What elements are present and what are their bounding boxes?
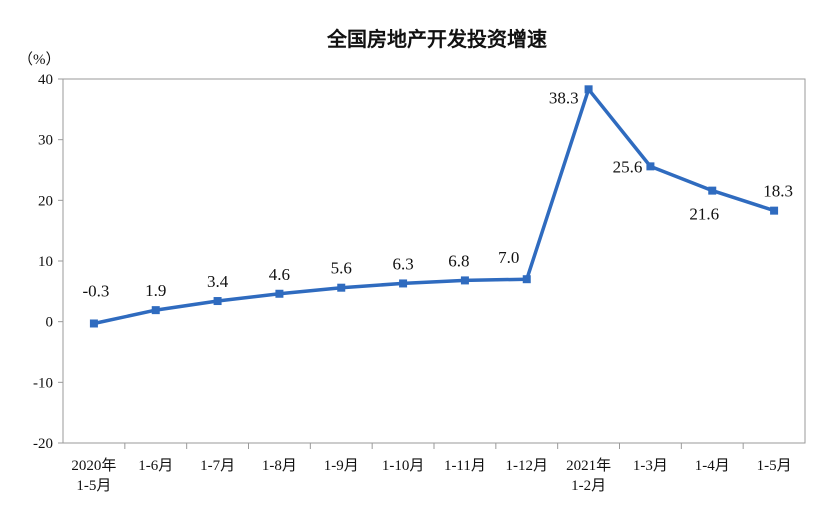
x-tick-label: 1-9月 xyxy=(324,458,359,474)
data-label: 38.3 xyxy=(549,88,579,107)
x-tick-label: 1-7月 xyxy=(200,458,235,474)
data-point-marker xyxy=(646,162,655,171)
data-label: 5.6 xyxy=(331,259,352,278)
data-point-marker xyxy=(770,206,779,215)
x-tick-label: 1-4月 xyxy=(695,458,730,474)
data-label: 6.3 xyxy=(392,254,413,273)
x-tick-label: 1-10月 xyxy=(382,458,425,474)
chart-title: 全国房地产开发投资增速 xyxy=(326,27,547,51)
y-tick-label: 40 xyxy=(38,72,53,88)
data-label: 6.8 xyxy=(448,251,469,270)
y-tick-label: 30 xyxy=(38,133,53,149)
data-point-marker xyxy=(708,186,717,195)
series-line xyxy=(92,87,776,326)
data-label: 18.3 xyxy=(763,182,793,201)
y-axis-unit-label: （%） xyxy=(18,51,61,68)
x-tick-label: 1-11月 xyxy=(444,458,486,474)
y-tick-label: 0 xyxy=(46,315,54,331)
x-tick-label: 1-12月 xyxy=(506,458,549,474)
x-tick-label: 1-5月 xyxy=(757,458,792,474)
data-point-marker xyxy=(151,306,160,315)
data-point-marker xyxy=(399,279,408,288)
data-point-marker xyxy=(522,275,531,284)
data-label: 3.4 xyxy=(207,272,229,291)
x-tick-label: 1-8月 xyxy=(262,458,297,474)
data-label: 25.6 xyxy=(613,157,643,176)
plot-frame xyxy=(62,78,806,444)
data-label: 4.6 xyxy=(269,265,290,284)
data-label: -0.3 xyxy=(82,281,109,300)
data-point-marker xyxy=(275,289,284,298)
x-tick-label: 1-3月 xyxy=(633,458,668,474)
y-tick-label: 10 xyxy=(38,254,53,270)
data-point-marker xyxy=(337,283,346,292)
data-label: 1.9 xyxy=(145,281,166,300)
data-label: 7.0 xyxy=(498,248,519,267)
y-tick-label: -20 xyxy=(33,436,53,452)
data-point-marker xyxy=(213,297,222,306)
data-label: 21.6 xyxy=(689,205,719,224)
y-tick-label: 20 xyxy=(38,193,53,209)
x-tick-label: 1-6月 xyxy=(138,458,173,474)
data-point-marker xyxy=(89,319,98,328)
x-tick-label: 2021年 1-2月 xyxy=(566,457,611,494)
data-point-marker xyxy=(584,85,593,94)
y-tick-label: -10 xyxy=(33,375,53,391)
x-tick-label: 2020年 1-5月 xyxy=(71,457,116,494)
data-point-marker xyxy=(460,276,469,285)
